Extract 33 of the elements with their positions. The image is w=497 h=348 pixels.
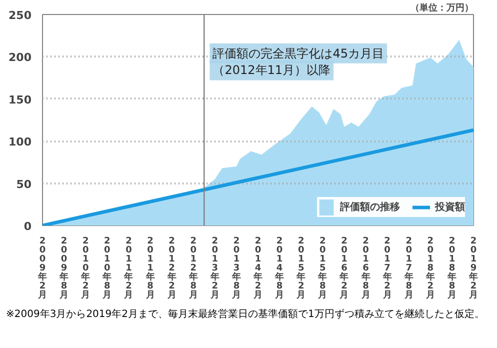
x-tick-label: 2016年2月	[338, 236, 349, 300]
x-tick-label: 2011年2月	[123, 236, 134, 300]
x-tick-label: 2010年2月	[80, 236, 90, 300]
y-tick-label: 0	[24, 220, 32, 233]
y-axis-title: （単位：万円）	[410, 2, 474, 14]
x-tick-label: 2014年8月	[274, 236, 284, 300]
annotation: （2012年11月）以降	[212, 63, 331, 78]
x-tick-label: 2017年8月	[403, 236, 414, 300]
x-tick-label: 2016年8月	[360, 236, 370, 300]
x-tick-label: 2009年2月	[37, 236, 47, 300]
x-tick-label: 2015年2月	[296, 236, 306, 300]
y-tick-label: 50	[16, 178, 32, 191]
x-tick-label: 2011年8月	[144, 236, 155, 300]
x-tick-label: 2018年2月	[424, 236, 435, 300]
annotation: 評価額の完全黒字化は45カ月目	[212, 46, 384, 60]
x-tick-label: 2009年8月	[58, 236, 69, 300]
x-tick-label: 2019年2月	[468, 236, 478, 300]
y-tick-label: 200	[8, 51, 32, 64]
y-tick-label: 100	[8, 136, 32, 149]
x-tick-label: 2018年8月	[446, 236, 456, 300]
x-tick-label: 2015年8月	[317, 236, 328, 300]
x-tick-label: 2012年8月	[188, 236, 198, 300]
x-tick-label: 2010年8月	[102, 236, 112, 300]
legend-label: 投資額	[435, 200, 465, 214]
y-tick-label: 250	[8, 9, 32, 22]
text: ※2009年3月から2019年2月まで、毎月末最終営業日の基準価額で1万円ずつ積み立てを継続したと仮定。	[6, 308, 484, 321]
series-label: 評価額の推移	[340, 200, 400, 214]
x-tick-label: 2014年2月	[252, 236, 262, 300]
x-tick-label: 2012年2月	[166, 236, 176, 300]
x-tick-label: 2013年8月	[230, 236, 241, 300]
x-tick-label: 2017年2月	[382, 236, 392, 300]
y-tick-label: 150	[8, 93, 32, 106]
x-tick-label: 2013年2月	[209, 236, 220, 300]
